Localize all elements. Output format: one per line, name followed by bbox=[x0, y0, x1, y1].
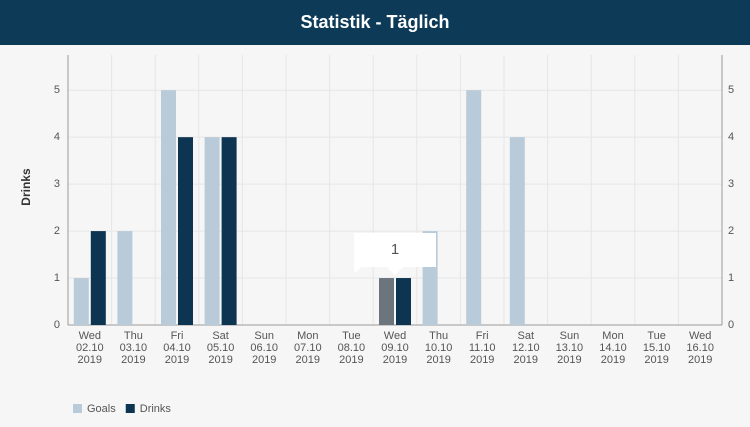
x-tick-label: Thu bbox=[124, 330, 143, 342]
x-tick-label: 2019 bbox=[426, 354, 450, 366]
y-tick-label: 3 bbox=[54, 178, 60, 190]
x-tick-label: Tue bbox=[342, 330, 361, 342]
x-tick-label: 2019 bbox=[644, 354, 668, 366]
tooltip bbox=[354, 233, 436, 274]
x-tick-label: 16.10 bbox=[686, 342, 714, 354]
x-tick-label: 09.10 bbox=[381, 342, 409, 354]
x-tick-label: 13.10 bbox=[556, 342, 584, 354]
tooltip-arrow bbox=[387, 267, 403, 276]
x-tick-label: 2019 bbox=[165, 354, 189, 366]
x-tick-label: 2019 bbox=[470, 354, 494, 366]
y-tick-label: 4 bbox=[54, 131, 60, 143]
x-tick-label: 03.10 bbox=[120, 342, 148, 354]
x-tick-label: Wed bbox=[384, 330, 406, 342]
bar bbox=[117, 231, 133, 325]
x-tick-label: 2019 bbox=[78, 354, 102, 366]
legend-swatch bbox=[73, 404, 82, 413]
x-tick-label: Tue bbox=[647, 330, 666, 342]
x-tick-label: 2019 bbox=[557, 354, 581, 366]
x-tick-label: 08.10 bbox=[338, 342, 366, 354]
legend-swatch bbox=[125, 404, 135, 413]
x-tick-label: 02.10 bbox=[76, 342, 104, 354]
x-tick-label: Fri bbox=[476, 330, 489, 342]
bar bbox=[161, 90, 176, 325]
x-tick-label: Sun bbox=[254, 330, 274, 342]
bar bbox=[379, 278, 394, 325]
x-tick-label: 2019 bbox=[121, 354, 145, 366]
legend-label: Drinks bbox=[140, 403, 172, 415]
x-tick-label: 2019 bbox=[601, 354, 625, 366]
x-tick-label: 12.10 bbox=[512, 342, 540, 354]
bar bbox=[204, 137, 220, 325]
x-tick-label: 05.10 bbox=[207, 342, 235, 354]
y-axis-label: Drinks bbox=[19, 168, 33, 206]
y-tick-label: 2 bbox=[54, 225, 60, 237]
bar bbox=[466, 90, 482, 325]
x-tick-label: 2019 bbox=[514, 354, 538, 366]
x-tick-label: Sat bbox=[212, 330, 229, 342]
x-tick-label: 14.10 bbox=[599, 342, 627, 354]
x-tick-label: 15.10 bbox=[643, 342, 671, 354]
x-tick-label: 2019 bbox=[688, 354, 712, 366]
x-tick-label: Mon bbox=[602, 330, 623, 342]
x-tick-label: 2019 bbox=[252, 354, 276, 366]
x-tick-label: Fri bbox=[171, 330, 184, 342]
y-tick-label: 1 bbox=[54, 272, 60, 284]
header-title: Statistik - Täglich bbox=[0, 0, 750, 45]
x-tick-label: 06.10 bbox=[250, 342, 278, 354]
bar bbox=[178, 137, 193, 325]
y2-tick-label: 4 bbox=[728, 131, 734, 143]
x-tick-label: Sat bbox=[518, 330, 535, 342]
x-tick-label: 10.10 bbox=[425, 342, 453, 354]
y-tick-label: 0 bbox=[54, 319, 60, 331]
y-tick-label: 5 bbox=[54, 84, 60, 96]
bar bbox=[90, 231, 106, 325]
x-tick-label: 2019 bbox=[296, 354, 320, 366]
x-tick-label: 2019 bbox=[383, 354, 407, 366]
bar bbox=[509, 137, 525, 325]
chart: Drinks 0 01 12 23 34 45 5Wed02.102019Thu03.102… bbox=[19, 55, 734, 415]
x-tick-label: Mon bbox=[297, 330, 318, 342]
x-tick-label: 2019 bbox=[208, 354, 232, 366]
x-tick-label: 04.10 bbox=[163, 342, 191, 354]
y2-tick-label: 2 bbox=[728, 225, 734, 237]
x-tick-label: Sun bbox=[560, 330, 580, 342]
y2-tick-label: 1 bbox=[728, 272, 734, 284]
x-tick-label: 11.10 bbox=[469, 342, 496, 354]
bar bbox=[221, 137, 237, 325]
bar bbox=[396, 278, 411, 325]
legend-label: Goals bbox=[87, 403, 116, 415]
tooltip-text: 1 bbox=[391, 241, 399, 258]
y2-tick-label: 0 bbox=[728, 319, 734, 331]
bar bbox=[73, 278, 89, 325]
y2-tick-label: 3 bbox=[728, 178, 734, 190]
x-tick-label: Wed bbox=[689, 330, 711, 342]
x-tick-label: 2019 bbox=[339, 354, 363, 366]
x-tick-label: Thu bbox=[429, 330, 448, 342]
x-tick-label: Wed bbox=[79, 330, 101, 342]
x-tick-label: 07.10 bbox=[294, 342, 322, 354]
y2-tick-label: 5 bbox=[728, 84, 734, 96]
